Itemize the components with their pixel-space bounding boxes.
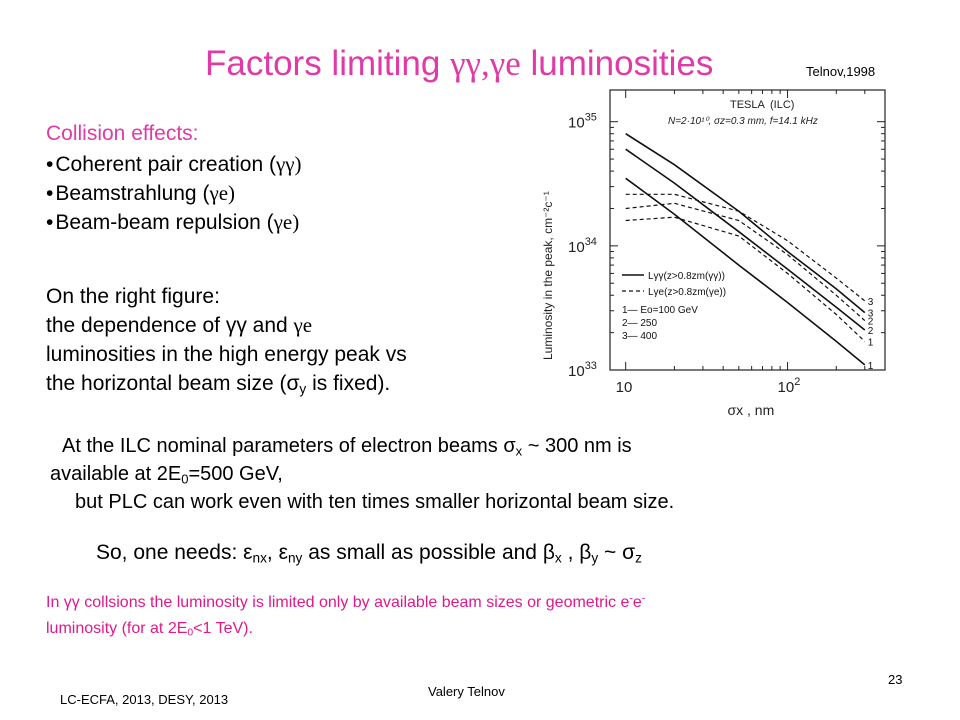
luminosity-plot: 10 102 1033 1034 1035 Luminosity in the peak,… [541, 89, 886, 418]
plot-header: TESLA [730, 99, 766, 111]
legend-solid-label: Lγγ(z>0.8zm(γγ)) [648, 271, 725, 282]
x-tick-label: 102 [778, 376, 801, 396]
footer-conference: LC-ECFA, 2013, DESY, 2013 [60, 692, 229, 707]
page-number: 23 [888, 672, 903, 687]
y-tick-label: 1034 [568, 236, 597, 256]
series-end-label: 2 [868, 317, 874, 328]
legend-energy-label: 1— Eo=100 GeV [622, 305, 698, 316]
effect-item: •Beam-beam repulsion (γe) [46, 210, 300, 234]
plot-frame [609, 89, 886, 371]
luminosity-note: In γγ collsions the luminosity is limite… [46, 593, 646, 639]
ilc-parameters-text: At the ILC nominal parameters of electro… [50, 435, 675, 513]
plot-params: N=2·10¹⁰, σz=0.3 mm, f=14.1 kHz [668, 116, 818, 127]
series-end-label: 2 [868, 326, 874, 337]
series-line-dashed-3 [625, 193, 866, 302]
effect-item: •Beamstrahlung (γe) [46, 181, 236, 205]
legend-energy-label: 2— 250 [622, 318, 657, 329]
title-greek-symbols: γγ,γe [450, 44, 521, 83]
series-line-solid-3 [625, 133, 866, 314]
effects-list: •Coherent pair creation (γγ) •Beamstrahl… [46, 150, 302, 237]
series-end-label: 3 [868, 297, 874, 308]
x-tick-label: 10 [616, 379, 633, 396]
figure-credit: Telnov,1998 [806, 64, 876, 79]
effects-heading: Collision effects: [46, 122, 199, 145]
legend-dashed-label: Lγe(z>0.8zm(γe)) [648, 287, 726, 298]
series-line-solid-2 [625, 148, 866, 331]
x-axis-label: σx , nm [728, 402, 775, 418]
series-end-label: 3 [868, 309, 874, 320]
series-end-label: 1 [868, 337, 874, 348]
legend-energy-label: 3— 400 [622, 331, 657, 342]
plot-header-note: (ILC) [770, 99, 794, 111]
footer-author: Valery Telnov [428, 684, 505, 699]
series-line-dashed-2 [625, 202, 866, 322]
effect-item: •Coherent pair creation (γγ) [46, 152, 302, 176]
series-line-dashed-1 [625, 216, 866, 342]
requirements-line: So, one needs: εnx, εny as small as poss… [96, 541, 642, 566]
slide-title: Factors limiting γγ,γe luminosities [205, 44, 714, 83]
series-line-solid-1 [625, 177, 866, 366]
y-tick-label: 1033 [568, 360, 597, 380]
figure-description: On the right figure: the dependence of γ… [46, 285, 407, 397]
series-end-label: 1 [868, 361, 874, 372]
y-axis-label: Luminosity in the peak, cm⁻²c⁻¹ [541, 191, 555, 360]
y-tick-label: 1035 [568, 112, 597, 132]
